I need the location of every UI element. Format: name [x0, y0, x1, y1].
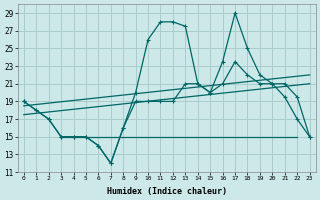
X-axis label: Humidex (Indice chaleur): Humidex (Indice chaleur)	[107, 187, 227, 196]
